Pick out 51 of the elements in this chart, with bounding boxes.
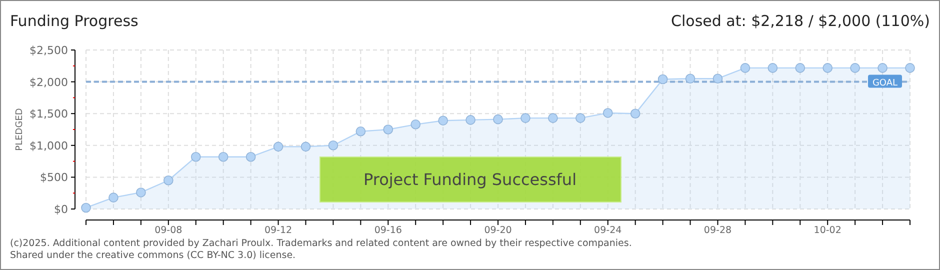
point [768,63,778,73]
y-tick-label: $0 [54,203,68,216]
x-tick-label: 09-28 [704,225,732,236]
point [795,63,806,73]
point [356,126,366,136]
annotation: Project Funding Successful [363,170,577,189]
point [658,74,668,84]
x-tick-label: 09-20 [484,225,512,236]
y-tick-label: $1,500 [30,108,68,121]
point [712,74,723,84]
point [520,113,530,123]
point [81,202,91,213]
point [108,192,118,202]
point [246,152,256,162]
point [630,108,640,118]
text: Shared under the creative commons (CC BY-NC 3.0) license. [10,250,296,261]
y-tick-label: $2,000 [30,76,68,89]
point [905,63,915,73]
y-tick-label: $500 [40,171,68,184]
point [576,113,586,123]
point [685,74,696,84]
chart-title: Funding Progress [10,12,139,30]
x-tick-label: 10-02 [814,225,842,236]
point [190,152,201,162]
point [822,63,832,73]
x-tick-label: 09-24 [594,225,622,236]
point [493,114,503,124]
point [878,63,888,73]
y-tick-label: $1,000 [30,139,68,152]
x-tick-label: 09-12 [264,225,292,236]
point [438,116,448,126]
point [548,113,558,123]
point [466,115,476,125]
point [218,152,228,162]
point [300,142,311,152]
x-tick-label: 09-08 [154,225,182,236]
point [410,120,420,130]
text: (c)2025. Additional content provided by Zachari Proulx. Trademarks and related content are owned by their respective companies. [10,238,632,249]
point [850,63,860,73]
y-axis-title: PLEDGED [15,108,25,151]
ref-line-label: GOAL [872,78,898,88]
point [602,108,613,118]
point [273,142,284,152]
x-tick-label: 09-16 [374,225,402,236]
point [383,124,394,134]
point [164,175,174,186]
chart-subtitle: Closed at: $2,218 / $2,000 (110%) [671,12,930,30]
point [136,188,146,198]
point [328,140,338,150]
y-tick-label: $2,500 [30,44,68,57]
point [740,63,750,73]
